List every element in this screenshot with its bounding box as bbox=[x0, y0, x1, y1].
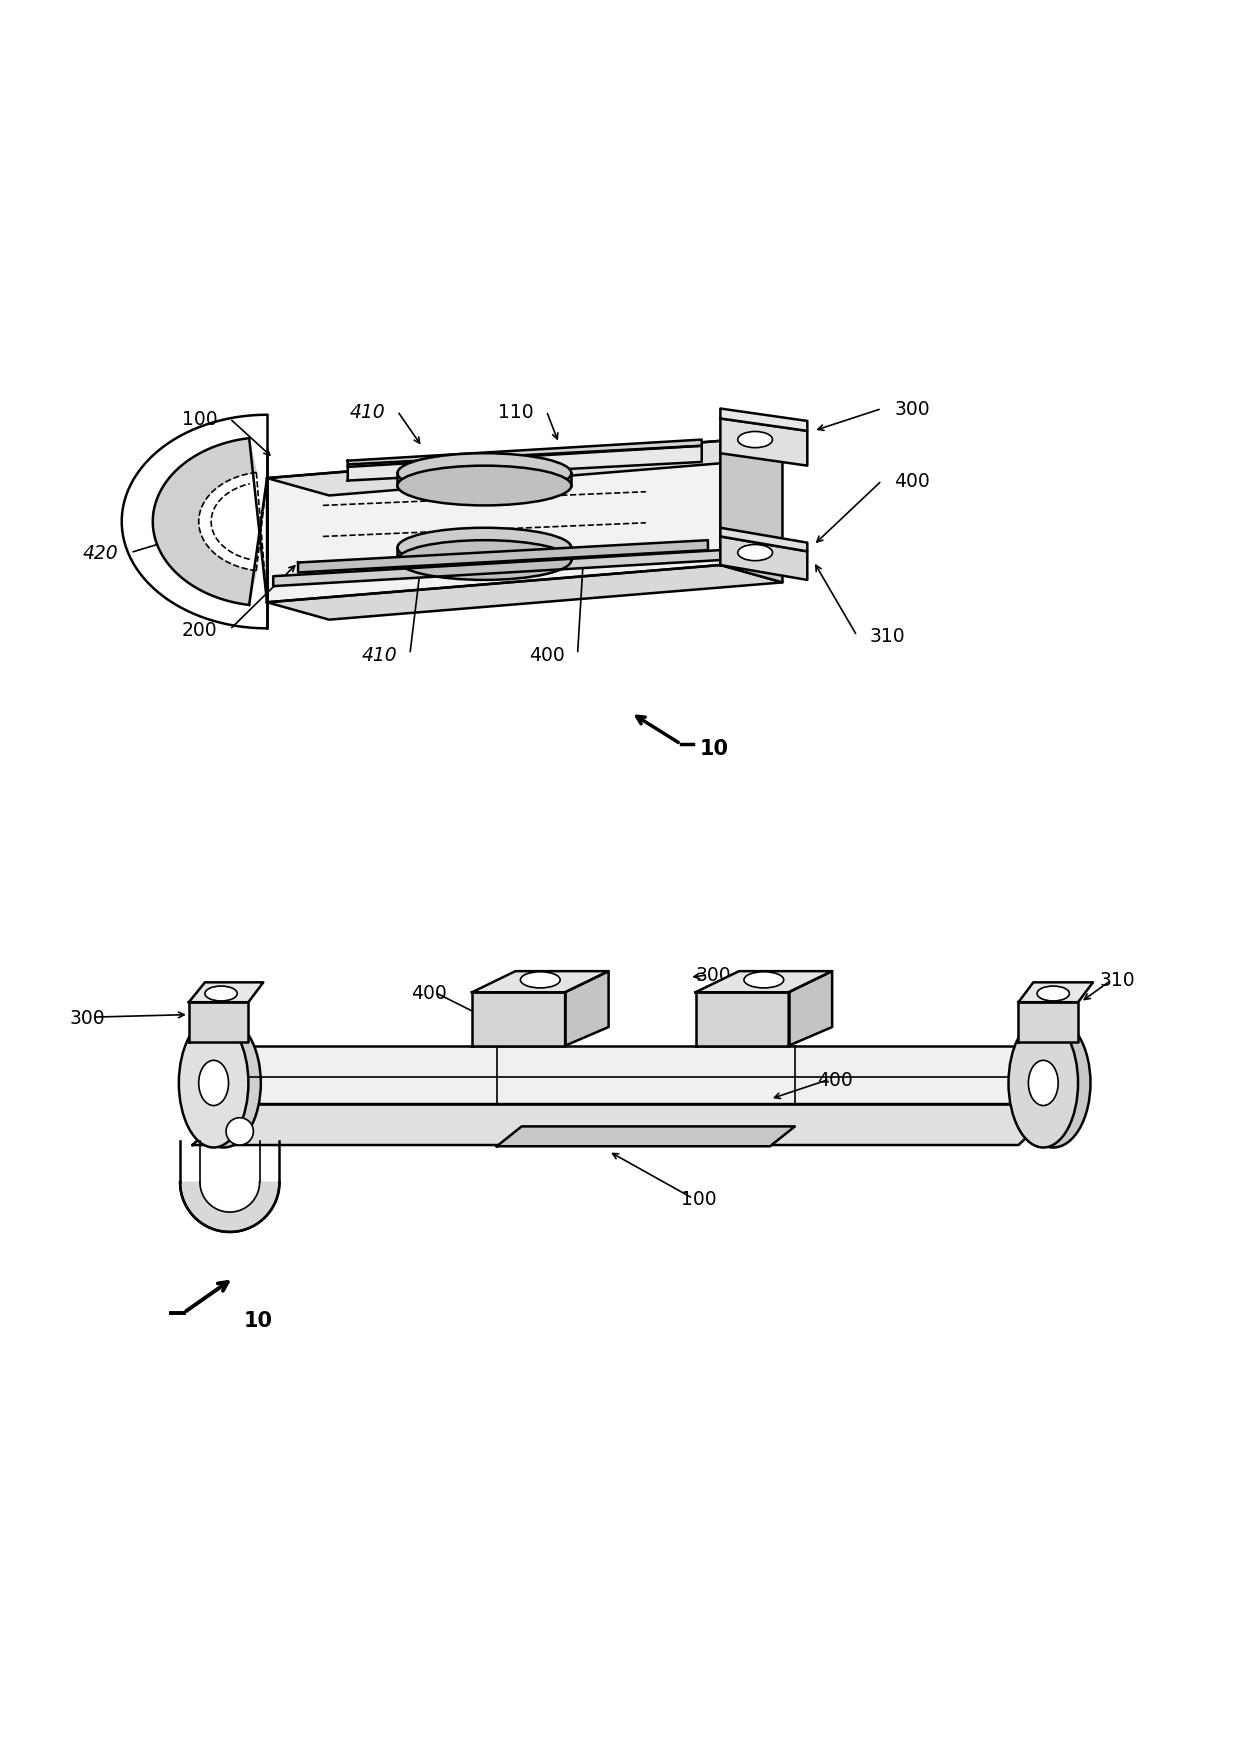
Polygon shape bbox=[236, 1045, 1062, 1105]
Polygon shape bbox=[267, 441, 720, 603]
Polygon shape bbox=[696, 993, 789, 1045]
Text: 400: 400 bbox=[817, 1070, 853, 1089]
Polygon shape bbox=[189, 1003, 248, 1042]
Polygon shape bbox=[1018, 1003, 1078, 1042]
Polygon shape bbox=[193, 1105, 1062, 1146]
Text: 400: 400 bbox=[894, 473, 930, 490]
Ellipse shape bbox=[744, 972, 784, 989]
Ellipse shape bbox=[397, 453, 571, 494]
Polygon shape bbox=[497, 1126, 795, 1147]
Text: 420: 420 bbox=[82, 543, 118, 562]
Polygon shape bbox=[348, 446, 702, 481]
Polygon shape bbox=[472, 993, 565, 1045]
Text: 310: 310 bbox=[1099, 972, 1135, 989]
Polygon shape bbox=[267, 566, 782, 620]
Text: 300: 300 bbox=[70, 1009, 106, 1028]
Ellipse shape bbox=[738, 545, 773, 560]
Ellipse shape bbox=[397, 541, 571, 580]
Ellipse shape bbox=[199, 1061, 229, 1105]
Polygon shape bbox=[397, 548, 571, 560]
Text: 110: 110 bbox=[498, 402, 534, 422]
Polygon shape bbox=[348, 441, 702, 467]
Ellipse shape bbox=[397, 466, 571, 506]
Text: 200: 200 bbox=[181, 620, 217, 640]
Polygon shape bbox=[720, 420, 807, 466]
Text: 310: 310 bbox=[869, 627, 905, 647]
Text: 410: 410 bbox=[349, 402, 385, 422]
Polygon shape bbox=[189, 982, 263, 1003]
Polygon shape bbox=[397, 474, 571, 487]
Text: 300: 300 bbox=[696, 966, 732, 986]
Text: 10: 10 bbox=[243, 1311, 272, 1330]
Polygon shape bbox=[267, 441, 782, 495]
Ellipse shape bbox=[205, 986, 237, 1001]
Polygon shape bbox=[153, 439, 256, 606]
Text: 100: 100 bbox=[681, 1189, 717, 1209]
Polygon shape bbox=[298, 541, 708, 573]
Ellipse shape bbox=[226, 1117, 253, 1146]
Polygon shape bbox=[696, 972, 832, 993]
Text: 400: 400 bbox=[411, 984, 447, 1001]
Polygon shape bbox=[720, 529, 807, 552]
Polygon shape bbox=[720, 441, 782, 583]
Ellipse shape bbox=[520, 972, 560, 989]
Polygon shape bbox=[789, 972, 832, 1045]
Ellipse shape bbox=[1009, 1019, 1078, 1147]
Polygon shape bbox=[565, 972, 609, 1045]
Text: 10: 10 bbox=[699, 738, 728, 759]
Polygon shape bbox=[1018, 982, 1093, 1003]
Polygon shape bbox=[180, 1182, 279, 1232]
Ellipse shape bbox=[397, 529, 571, 568]
Ellipse shape bbox=[1028, 1061, 1058, 1105]
Polygon shape bbox=[273, 550, 720, 587]
Ellipse shape bbox=[738, 432, 773, 448]
Ellipse shape bbox=[186, 1019, 261, 1147]
Ellipse shape bbox=[179, 1019, 248, 1147]
Text: 300: 300 bbox=[894, 401, 930, 418]
Polygon shape bbox=[720, 538, 807, 580]
Polygon shape bbox=[720, 409, 807, 432]
Text: 100: 100 bbox=[181, 409, 217, 429]
Text: 400: 400 bbox=[529, 645, 565, 664]
Ellipse shape bbox=[1016, 1019, 1090, 1147]
Text: 410: 410 bbox=[361, 645, 397, 664]
Polygon shape bbox=[472, 972, 609, 993]
Ellipse shape bbox=[1037, 986, 1069, 1001]
